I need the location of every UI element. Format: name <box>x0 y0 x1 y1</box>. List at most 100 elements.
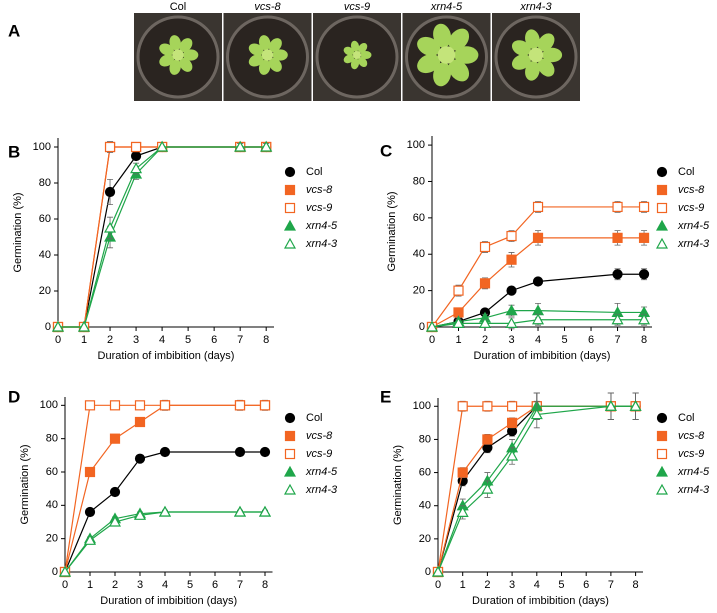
series-line <box>64 404 265 573</box>
marker <box>482 434 493 445</box>
marker <box>258 505 272 517</box>
x-tick-label: 2 <box>112 579 118 591</box>
leaf <box>350 58 360 70</box>
marker <box>158 505 172 517</box>
legend-marker <box>284 448 296 460</box>
y-axis-label: Germination (%) <box>12 192 24 272</box>
x-tick-label: 4 <box>535 334 541 346</box>
x-tick-label: 1 <box>81 334 87 346</box>
series-line <box>437 405 636 573</box>
series-line <box>58 146 267 328</box>
marker <box>506 401 518 412</box>
leaf <box>525 29 540 49</box>
marker <box>130 150 142 162</box>
y-tick-label: 20 <box>419 533 431 545</box>
x-tick-label: 7 <box>608 579 614 591</box>
y-tick-label: 60 <box>413 212 425 224</box>
marker <box>84 466 96 478</box>
marker <box>612 232 623 243</box>
leaf <box>417 54 441 74</box>
y-tick-label: 100 <box>413 400 431 412</box>
leaf <box>448 28 470 51</box>
leaf <box>248 54 264 67</box>
x-tick-label: 5 <box>558 579 564 591</box>
y-tick-label: 60 <box>46 466 58 478</box>
axes <box>437 398 643 573</box>
genotype-label: xrn4-3 <box>519 1 552 13</box>
legend-label: xrn4-5 <box>677 466 710 478</box>
y-tick-label: 40 <box>46 499 58 511</box>
x-tick-label: 2 <box>107 334 113 346</box>
y-tick-label: 40 <box>413 248 425 260</box>
legend-label: xrn4-5 <box>305 220 338 232</box>
leaf <box>179 38 193 53</box>
x-tick-label: 0 <box>62 579 68 591</box>
y-tick-label: 60 <box>419 466 431 478</box>
y-tick-label: 60 <box>39 213 51 225</box>
leaf <box>357 42 368 53</box>
leaf-center <box>261 49 274 61</box>
y-axis-label: Germination (%) <box>19 444 31 524</box>
marker <box>505 304 518 316</box>
leaf <box>182 49 199 61</box>
marker <box>453 285 464 296</box>
marker <box>259 446 271 458</box>
genotype-label: Col <box>170 1 187 13</box>
leaf <box>248 43 264 56</box>
leaf-center <box>172 49 184 61</box>
leaf <box>537 33 555 52</box>
legend-marker <box>656 412 668 424</box>
series-line <box>437 405 636 573</box>
legend-label: Col <box>306 412 323 424</box>
legend-label: xrn4-3 <box>305 484 338 496</box>
marker <box>78 320 91 332</box>
marker <box>104 186 116 198</box>
marker <box>51 320 65 332</box>
legend-marker <box>656 184 668 196</box>
marker <box>234 400 246 411</box>
x-tick-label: 6 <box>588 334 594 346</box>
series-line <box>437 405 636 573</box>
legend-marker <box>656 202 668 214</box>
marker <box>532 232 544 243</box>
x-tick-label: 8 <box>262 579 268 591</box>
x-axis-label: Duration of imbibition (days) <box>100 595 237 607</box>
leaf <box>448 59 470 82</box>
y-tick-label: 80 <box>39 177 51 189</box>
marker <box>505 317 518 328</box>
marker <box>506 285 517 296</box>
x-tick-label: 1 <box>455 334 461 346</box>
leaf <box>159 54 174 67</box>
marker <box>159 446 171 458</box>
marker <box>611 313 624 325</box>
marker <box>83 534 97 545</box>
marker <box>638 313 651 325</box>
panel-label: E <box>380 387 391 406</box>
legend-marker <box>655 483 669 495</box>
marker <box>457 467 468 478</box>
legend-label: vcs-9 <box>678 448 704 460</box>
legend-marker <box>655 237 669 249</box>
leaf <box>258 59 271 75</box>
marker <box>532 201 544 213</box>
panel-label: D <box>8 387 20 406</box>
leaf <box>433 62 452 87</box>
legend-marker <box>283 483 297 495</box>
leaf <box>159 43 174 56</box>
y-tick-label: 80 <box>413 175 425 187</box>
legend-label: vcs-9 <box>306 448 332 460</box>
x-tick-label: 0 <box>435 579 441 591</box>
marker <box>456 506 469 517</box>
x-tick-label: 0 <box>429 334 435 346</box>
y-tick-label: 20 <box>39 285 51 297</box>
marker <box>233 505 247 517</box>
genotype-label: xrn4-5 <box>430 1 463 13</box>
photo-strip <box>134 13 580 101</box>
marker <box>506 230 517 242</box>
axes <box>64 397 273 573</box>
x-tick-label: 7 <box>237 579 243 591</box>
legend-marker <box>656 448 668 460</box>
marker <box>452 317 465 328</box>
marker <box>134 400 146 411</box>
x-axis-label: Duration of imbibition (days) <box>472 595 609 607</box>
